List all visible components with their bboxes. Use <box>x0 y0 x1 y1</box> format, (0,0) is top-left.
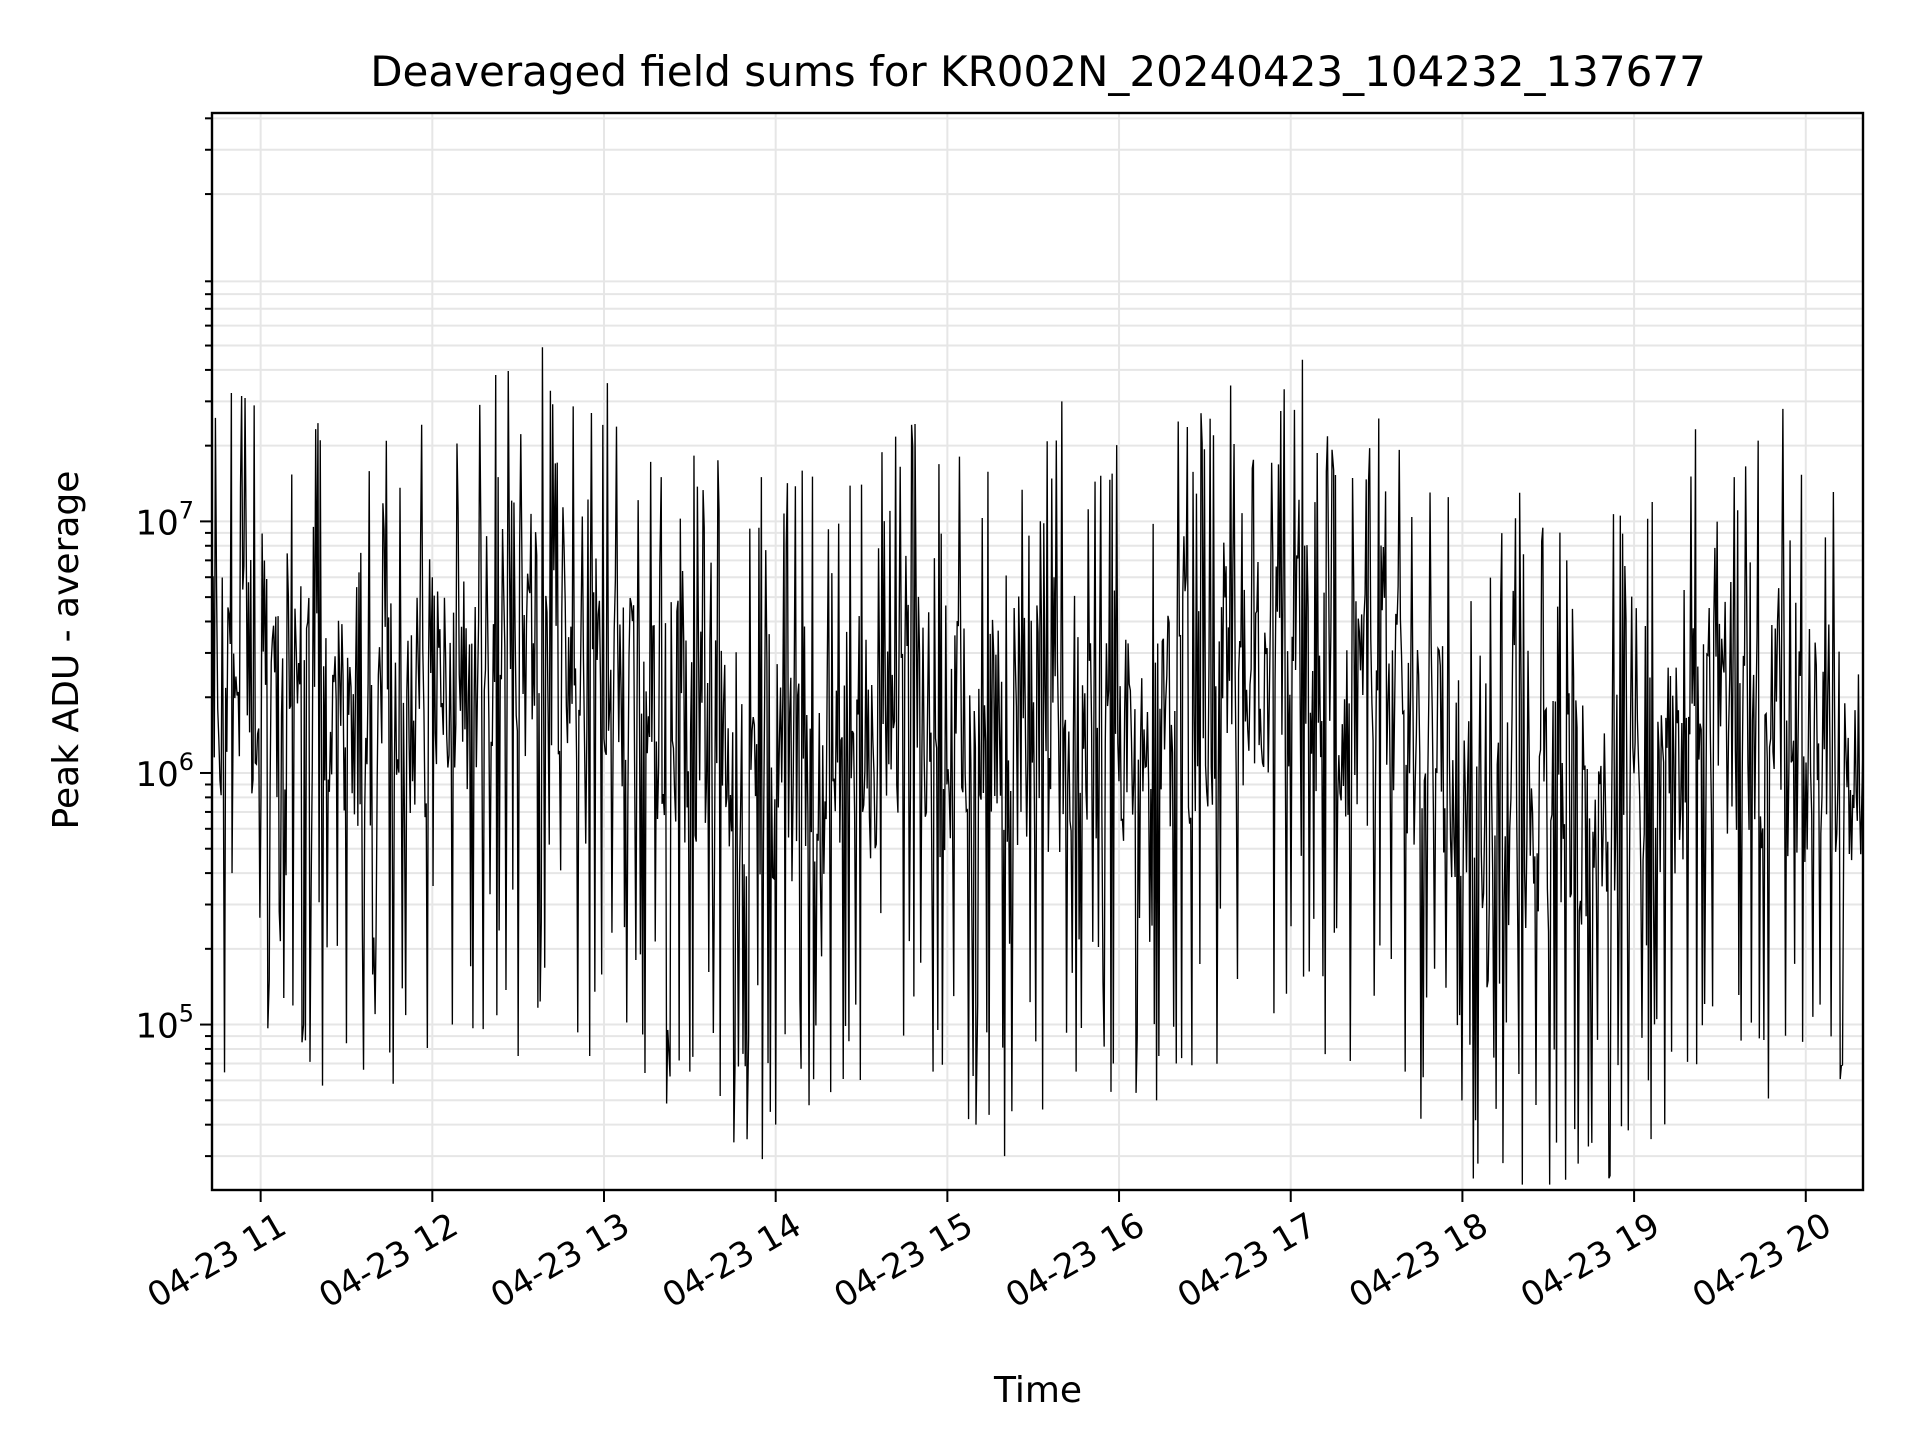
y-tick-label-base: 10 <box>135 503 178 543</box>
series-line <box>211 347 1864 1185</box>
x-tick-label: 04-23 15 <box>827 1205 979 1316</box>
x-tick-label: 04-23 16 <box>999 1205 1151 1316</box>
x-axis: 04-23 11 04-23 12 04-23 13 04-23 14 04-23 15… <box>141 1190 1838 1316</box>
y-tick-label-exponent: 5 <box>179 1000 194 1028</box>
x-tick-label: 04-23 13 <box>484 1205 636 1316</box>
y-tick-label-base: 10 <box>135 755 178 795</box>
x-tick-label: 04-23 12 <box>312 1205 464 1316</box>
y-tick-label: 106 <box>135 748 194 795</box>
x-tick-label: 04-23 19 <box>1514 1205 1666 1316</box>
x-tick-label: 04-23 18 <box>1343 1205 1495 1316</box>
y-tick-label: 107 <box>135 496 194 543</box>
x-tick-label: 04-23 20 <box>1686 1205 1838 1316</box>
y-tick-label: 105 <box>135 1000 194 1047</box>
x-axis-label: Time <box>993 1370 1082 1411</box>
chart-title: Deaveraged field sums for KR002N_2024042… <box>370 47 1706 96</box>
y-axis-label: Peak ADU - average <box>46 471 87 830</box>
y-tick-label-base: 10 <box>135 1007 178 1047</box>
y-tick-label-exponent: 7 <box>179 496 194 524</box>
x-tick-label: 04-23 11 <box>141 1205 293 1316</box>
x-tick-label: 04-23 17 <box>1171 1205 1323 1316</box>
series-path <box>211 347 1864 1185</box>
y-tick-label-exponent: 6 <box>179 748 194 776</box>
plot-frame <box>210 111 1865 1192</box>
x-tick-label: 04-23 14 <box>656 1205 808 1316</box>
